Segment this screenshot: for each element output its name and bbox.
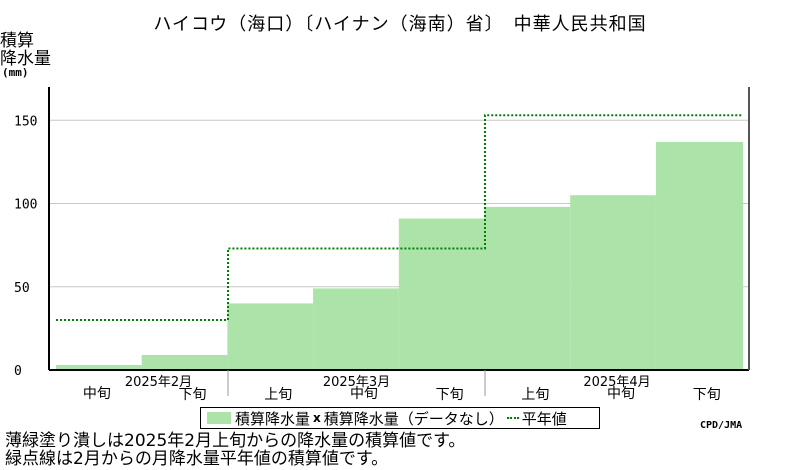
- x-tick-label: 下旬: [693, 387, 721, 403]
- legend-label-missing: 積算降水量（データなし）: [323, 409, 504, 428]
- bar: [141, 355, 228, 370]
- y-tick-label: 0: [14, 364, 22, 379]
- legend-label-observed: 積算降水量: [235, 409, 311, 428]
- legend-swatch-observed: [207, 412, 231, 424]
- y-tick-label: 100: [14, 198, 37, 213]
- x-tick-label: 下旬: [179, 387, 207, 403]
- bar: [570, 195, 656, 370]
- legend-label-normal: 平年値: [521, 409, 567, 428]
- legend-swatch-normal: [506, 417, 519, 419]
- bar: [398, 218, 485, 370]
- bar: [227, 303, 314, 370]
- x-tick-label: 上旬: [521, 387, 549, 403]
- y-tick-label: 150: [14, 114, 37, 129]
- x-tick-label: 中旬: [607, 386, 635, 402]
- bar: [655, 141, 743, 370]
- footnote-1: 薄緑塗り潰しは2025年2月上旬からの降水量の積算値です。: [5, 431, 466, 451]
- y-axis-unit: (mm): [2, 66, 29, 79]
- y-axis-label-line-2: 降水量: [0, 49, 51, 69]
- x-tick-label: 中旬: [350, 386, 378, 402]
- x-tick-label: 上旬: [264, 387, 292, 403]
- credit-label: CPD/JMA: [700, 420, 743, 431]
- bar: [56, 365, 142, 370]
- legend-missing-marker: x: [313, 411, 321, 425]
- normal-line: [56, 114, 743, 322]
- x-month-label: 2025年2月: [125, 375, 192, 390]
- x-month-label: 2025年3月: [323, 375, 390, 390]
- chart-title: ハイコウ（海口）〔ハイナン（海南）省〕 中華人民共和国: [153, 14, 647, 35]
- footnote-2: 緑点線は2月からの月降水量平年値の積算値です。: [5, 449, 389, 469]
- y-tick-label: 50: [14, 281, 30, 296]
- x-month-label: 2025年4月: [583, 375, 650, 390]
- legend: 積算降水量 x 積算降水量（データなし） 平年値: [200, 407, 600, 429]
- bar: [484, 206, 571, 370]
- bar: [313, 288, 399, 370]
- x-tick-label: 下旬: [436, 387, 464, 403]
- y-axis-label-line-1: 積算: [0, 31, 34, 51]
- x-tick-label: 中旬: [83, 386, 111, 402]
